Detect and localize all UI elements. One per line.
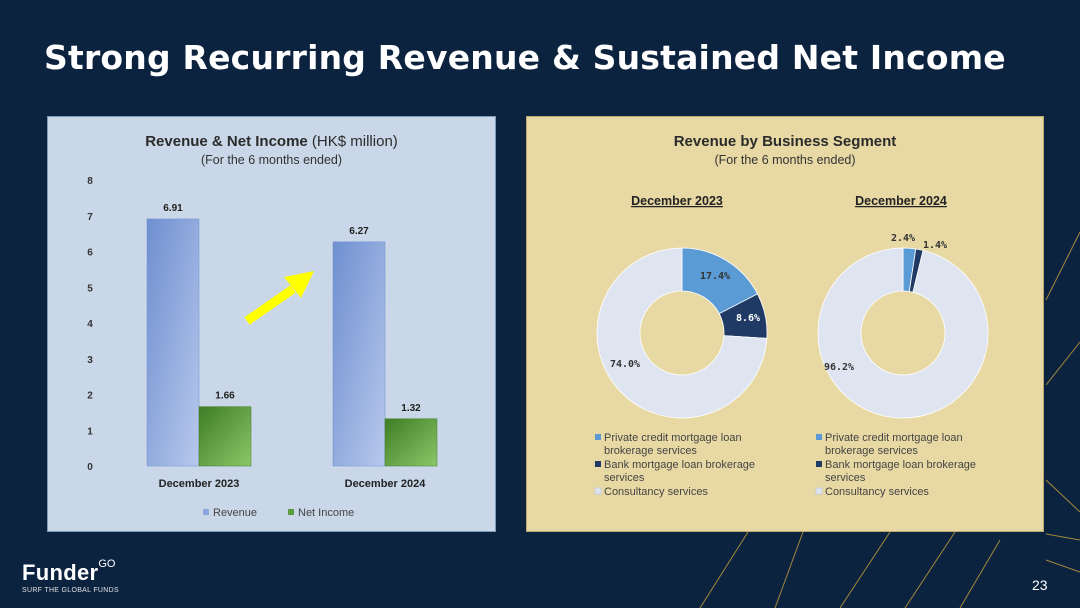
- y-tick-label: 5: [87, 283, 93, 294]
- donut-panel-subtitle: (For the 6 months ended): [714, 153, 856, 167]
- donut-legend-label: brokerage services: [604, 445, 697, 457]
- revenue-segment-panel: Revenue by Business Segment (For the 6 m…: [526, 116, 1044, 532]
- donut-value-label: 1.4%: [923, 240, 947, 251]
- logo-name: Funder: [22, 560, 99, 585]
- revenue-bar: [146, 218, 200, 467]
- x-category-label: December 2024: [345, 478, 427, 490]
- bar-value-label: 1.66: [215, 391, 235, 402]
- donut-legend-label: Bank mortgage loan brokerage: [825, 459, 976, 471]
- donut-legend-label: Bank mortgage loan brokerage: [604, 459, 755, 471]
- y-tick-label: 4: [87, 319, 93, 330]
- arrow-shaft: [244, 285, 296, 325]
- donut-value-label: 74.0%: [610, 359, 640, 370]
- donut-legend-swatch: [816, 434, 822, 440]
- donut-value-label: 8.6%: [736, 313, 760, 324]
- page-number: 23: [1032, 577, 1048, 593]
- logo-name-sup: GO: [98, 558, 116, 570]
- bar-chart-title-unit: (HK$ million): [307, 133, 398, 150]
- donut-panel-title: Revenue by Business Segment: [673, 133, 897, 150]
- bar-value-label: 1.32: [401, 403, 421, 414]
- donut-value-label: 96.2%: [824, 362, 854, 373]
- bar-chart-title-bold: Revenue & Net Income: [145, 133, 308, 150]
- slide-title: Strong Recurring Revenue & Sustained Net…: [44, 38, 1006, 77]
- legend-label: Net Income: [298, 507, 354, 519]
- donut-legend-label: Consultancy services: [825, 486, 929, 498]
- y-tick-label: 2: [87, 391, 93, 402]
- revenue-net-income-panel: Revenue & Net Income (HK$ million) (For …: [47, 116, 496, 532]
- y-tick-label: 6: [87, 248, 93, 259]
- net-income-bar: [198, 406, 252, 467]
- legend-swatch: [203, 509, 209, 515]
- donut-legend-label: Private credit mortgage loan: [825, 432, 963, 444]
- donut-legend-swatch: [595, 434, 601, 440]
- legend-swatch: [288, 509, 294, 515]
- donut-legend-label: brokerage services: [825, 445, 918, 457]
- bar-value-label: 6.91: [163, 203, 183, 214]
- revenue-bar: [332, 241, 386, 467]
- donut-segment: [817, 247, 989, 419]
- donut-legend-label: services: [825, 472, 866, 484]
- y-tick-label: 3: [87, 355, 93, 366]
- y-tick-label: 0: [87, 462, 93, 473]
- bar-value-label: 6.27: [349, 226, 369, 237]
- logo-tagline: SURF THE GLOBAL FUNDS: [22, 587, 119, 594]
- funder-go-logo: FunderGO SURF THE GLOBAL FUNDS: [22, 558, 119, 594]
- donut-legend-label: Private credit mortgage loan: [604, 432, 742, 444]
- arrow-head: [284, 271, 314, 298]
- y-tick-label: 8: [87, 176, 93, 187]
- donut-value-label: 2.4%: [891, 233, 915, 244]
- donut-legend-swatch: [595, 461, 601, 467]
- bar-chart-subtitle: (For the 6 months ended): [200, 153, 343, 167]
- donut-legend-swatch: [816, 461, 822, 467]
- donut-value-label: 17.4%: [700, 271, 730, 282]
- bar-chart: 0 1 2 3 4 5 6 7 8 6.91 6.27 1.66 1.32 December 2023 De…: [87, 176, 438, 519]
- donut-legend-swatch: [815, 487, 823, 495]
- donut-legend-label: services: [604, 472, 645, 484]
- donut-charts: December 2023 17.4% 8.6% 74.0% Private credi…: [594, 194, 989, 498]
- donut-heading: December 2024: [855, 194, 947, 208]
- legend-label: Revenue: [213, 507, 257, 519]
- donut-segment: [596, 247, 768, 419]
- x-category-label: December 2023: [159, 478, 240, 490]
- donut-legend-label: Consultancy services: [604, 486, 708, 498]
- net-income-bar: [384, 418, 438, 467]
- y-tick-label: 7: [87, 212, 93, 223]
- donut-legend-swatch: [594, 487, 602, 495]
- bar-chart-title: Revenue & Net Income (HK$ million): [48, 133, 495, 150]
- y-tick-label: 1: [87, 426, 93, 437]
- donut-heading: December 2023: [631, 194, 723, 208]
